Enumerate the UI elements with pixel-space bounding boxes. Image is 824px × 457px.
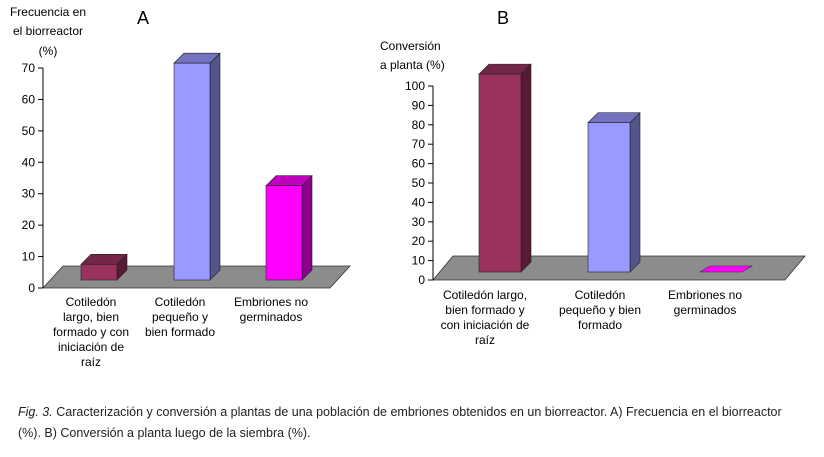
x-category-label: iniciación de [58,340,124,354]
y-axis-title: Conversión [380,39,441,53]
x-category-label: germinados [674,303,737,317]
x-category-label: largo, bien [63,310,119,324]
y-axis-title: (%) [39,44,58,58]
caption-text: Caracterización y conversión a plantas d… [18,405,782,440]
y-axis-title: el biorreactor [13,24,83,38]
figure-canvas: A Frecuencia en el biorreactor (%) 0 10 20 30 40… [10,5,806,369]
y-tick-label: 30 [22,187,36,201]
y-tick-label: 50 [412,176,426,190]
x-category-label: raíz [81,355,101,369]
bar-side [520,63,532,273]
y-tick-label: 30 [412,215,426,229]
x-category-label: germinados [240,310,303,324]
x-category-label: con iniciación de [441,318,530,332]
y-axis-title: a planta (%) [380,58,445,72]
bar [80,263,118,281]
y-axis-title: Frecuencia en [10,5,86,19]
panel-label: B [497,8,509,28]
bar [265,185,303,281]
y-tick-label: 60 [22,92,36,106]
bar-side [301,174,313,281]
caption-label: Fig. 3. [18,405,53,419]
y-tick-label: 40 [22,155,36,169]
y-tick-label: 70 [412,137,426,151]
bar [478,73,522,273]
x-category-label: Embriones no [668,288,742,302]
panel-label: A [137,8,149,28]
y-tick-label: 10 [22,250,36,264]
y-tick-label: 70 [22,61,36,75]
y-tick-label: 90 [412,98,426,112]
y-tick-label: 10 [412,254,426,268]
figure-caption: Fig. 3. Caracterización y conversión a p… [18,402,808,444]
x-category-label: Cotiledón [575,288,626,302]
x-category-label: Cotiledón largo, [443,288,527,302]
y-tick-label: 40 [412,195,426,209]
bar [587,122,631,273]
x-category-label: pequeño y [152,310,208,324]
x-category-label: formado y con [53,325,129,339]
bar-side [209,52,221,281]
bar [173,62,211,281]
y-tick-label: 60 [412,157,426,171]
bar-side [629,111,641,273]
x-category-label: bien formado [145,325,215,339]
y-tick-label: 20 [22,218,36,232]
x-category-label: formado [578,318,622,332]
y-tick-label: 0 [28,281,35,295]
bar [698,265,754,273]
x-category-label: bien formado y [445,303,524,317]
y-tick-label: 20 [412,234,426,248]
y-tick-label: 100 [405,79,425,93]
x-category-label: pequeño y bien [559,303,641,317]
y-tick-label: 80 [412,118,426,132]
y-tick-label: 50 [22,124,36,138]
x-category-label: Cotiledón [66,295,117,309]
x-category-label: Cotiledón [155,295,206,309]
x-category-label: Embriones no [234,295,308,309]
y-tick-label: 0 [418,273,425,287]
x-category-label: raíz [475,333,495,347]
